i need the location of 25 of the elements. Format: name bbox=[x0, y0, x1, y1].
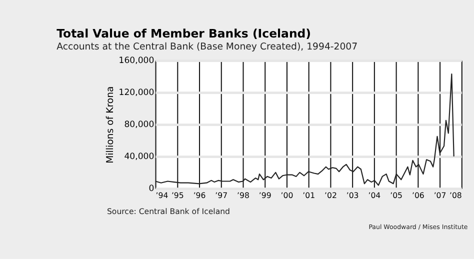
y-tick-label: 40,000 bbox=[124, 152, 154, 162]
y-axis-title: Millions of Krona bbox=[105, 86, 116, 164]
x-tick-label: ’08 bbox=[449, 191, 462, 200]
x-tick-label: ’97 bbox=[215, 191, 228, 200]
chart-title: Total Value of Member Banks (Iceland) bbox=[56, 26, 312, 41]
x-tick-label: ’96 bbox=[193, 191, 206, 200]
x-tick-label: ’01 bbox=[302, 191, 316, 200]
x-tick-label: ’98 bbox=[237, 191, 250, 200]
x-tick-label: ’94 bbox=[156, 191, 168, 200]
x-tick-label: ’07 bbox=[434, 191, 446, 200]
x-tick-label: ’95 bbox=[171, 191, 184, 200]
line-series bbox=[154, 73, 454, 186]
x-tick-label: ’04 bbox=[368, 191, 381, 200]
y-tick-label: 160,000 bbox=[118, 56, 154, 66]
y-tick-label: 0 bbox=[148, 184, 154, 194]
x-tick-label: ’06 bbox=[412, 191, 424, 200]
source-note: Source: Central Bank of Iceland bbox=[106, 207, 230, 216]
x-tick-label: ’99 bbox=[258, 191, 272, 200]
y-tick-label: 80,000 bbox=[124, 120, 154, 130]
chart-subtitle: Accounts at the Central Bank (Base Money Created), 1994-2007 bbox=[56, 41, 358, 52]
x-tick-label: ’02 bbox=[324, 191, 337, 200]
y-tick-label: 120,000 bbox=[118, 88, 154, 98]
x-tick-label: ’03 bbox=[346, 191, 359, 200]
x-tick-label: ’05 bbox=[390, 191, 403, 200]
x-tick-label: ’00 bbox=[280, 191, 294, 200]
